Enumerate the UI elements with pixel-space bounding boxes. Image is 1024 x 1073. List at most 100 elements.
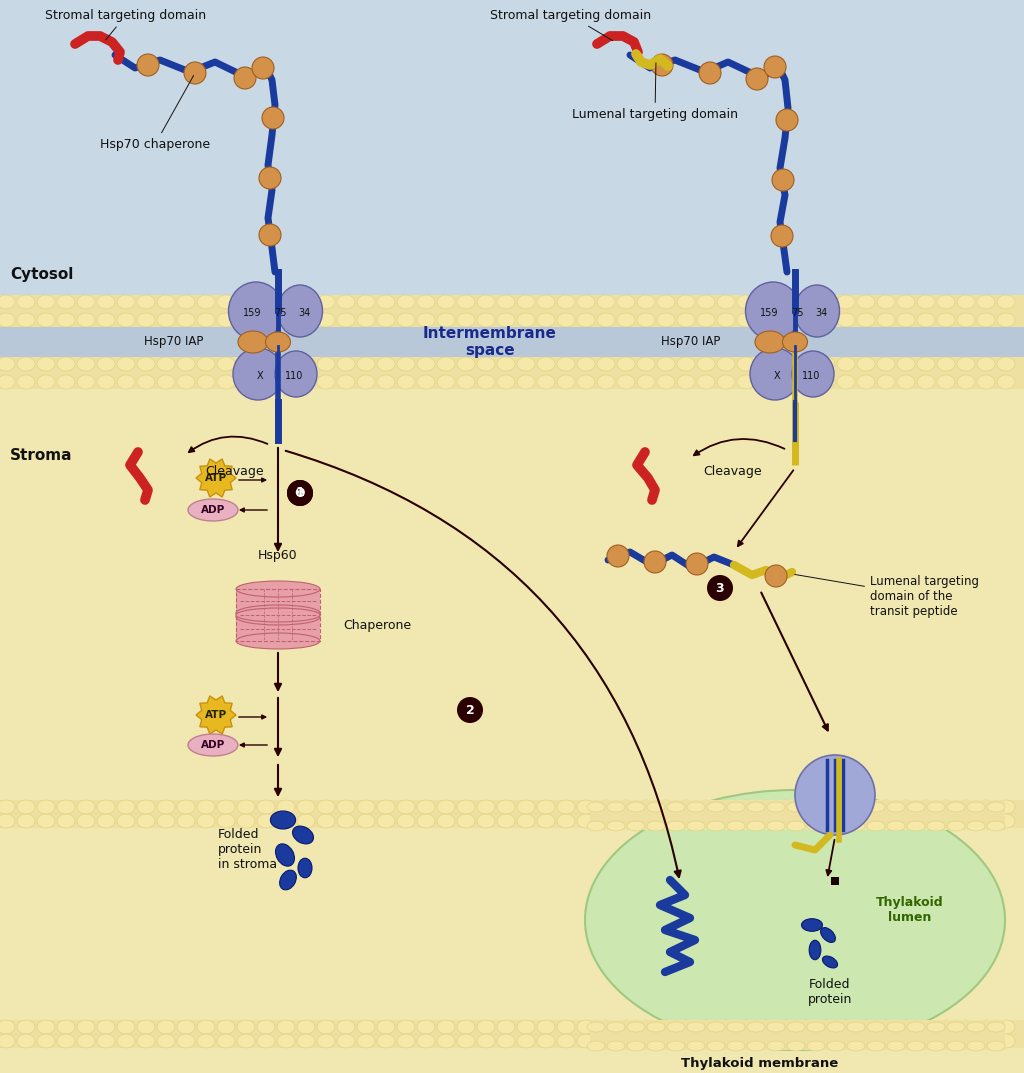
Ellipse shape	[817, 374, 835, 389]
Ellipse shape	[907, 821, 925, 831]
Ellipse shape	[237, 374, 255, 389]
Ellipse shape	[197, 814, 215, 828]
Ellipse shape	[887, 821, 905, 831]
Ellipse shape	[417, 295, 435, 309]
Ellipse shape	[687, 821, 705, 831]
Ellipse shape	[457, 357, 475, 371]
Ellipse shape	[397, 357, 415, 371]
Ellipse shape	[537, 1020, 555, 1034]
Ellipse shape	[737, 313, 755, 327]
Ellipse shape	[497, 800, 515, 814]
Circle shape	[184, 62, 206, 84]
Ellipse shape	[77, 357, 95, 371]
Ellipse shape	[997, 1034, 1015, 1048]
Ellipse shape	[927, 1021, 945, 1032]
Ellipse shape	[757, 313, 775, 327]
Ellipse shape	[557, 295, 575, 309]
Ellipse shape	[497, 313, 515, 327]
Ellipse shape	[857, 800, 874, 814]
Ellipse shape	[977, 800, 995, 814]
Ellipse shape	[977, 814, 995, 828]
Ellipse shape	[907, 802, 925, 812]
Ellipse shape	[637, 800, 655, 814]
Ellipse shape	[967, 821, 985, 831]
Ellipse shape	[357, 313, 375, 327]
Ellipse shape	[918, 295, 935, 309]
Ellipse shape	[357, 800, 375, 814]
Circle shape	[607, 545, 629, 567]
Ellipse shape	[417, 800, 435, 814]
Ellipse shape	[278, 800, 295, 814]
Ellipse shape	[17, 1020, 35, 1034]
Ellipse shape	[537, 313, 555, 327]
Ellipse shape	[887, 1041, 905, 1050]
Ellipse shape	[278, 285, 323, 337]
Ellipse shape	[657, 313, 675, 327]
Ellipse shape	[977, 1034, 995, 1048]
Ellipse shape	[236, 605, 319, 621]
Ellipse shape	[817, 313, 835, 327]
Ellipse shape	[807, 802, 825, 812]
Ellipse shape	[597, 814, 615, 828]
Ellipse shape	[807, 821, 825, 831]
Ellipse shape	[657, 800, 675, 814]
Ellipse shape	[677, 800, 695, 814]
Ellipse shape	[137, 800, 155, 814]
Ellipse shape	[877, 814, 895, 828]
Ellipse shape	[937, 313, 955, 327]
Ellipse shape	[757, 357, 775, 371]
Ellipse shape	[727, 821, 745, 831]
Ellipse shape	[278, 1034, 295, 1048]
Ellipse shape	[297, 374, 315, 389]
Ellipse shape	[137, 357, 155, 371]
Circle shape	[686, 553, 708, 575]
Ellipse shape	[907, 1041, 925, 1050]
Ellipse shape	[37, 313, 55, 327]
Ellipse shape	[787, 802, 805, 812]
Text: Hsp70 IAP: Hsp70 IAP	[660, 336, 720, 349]
Ellipse shape	[677, 1020, 695, 1034]
Ellipse shape	[977, 313, 995, 327]
Ellipse shape	[967, 1021, 985, 1032]
Text: 75: 75	[791, 308, 803, 318]
Ellipse shape	[787, 1021, 805, 1032]
Ellipse shape	[687, 802, 705, 812]
Ellipse shape	[337, 800, 355, 814]
Ellipse shape	[755, 330, 785, 353]
Ellipse shape	[777, 800, 795, 814]
Ellipse shape	[357, 1034, 375, 1048]
Ellipse shape	[777, 313, 795, 327]
Ellipse shape	[97, 357, 115, 371]
Ellipse shape	[717, 1020, 735, 1034]
Ellipse shape	[707, 802, 725, 812]
Ellipse shape	[877, 295, 895, 309]
Ellipse shape	[867, 1021, 885, 1032]
Ellipse shape	[737, 1034, 755, 1048]
Text: Lumenal targeting domain: Lumenal targeting domain	[572, 63, 738, 121]
Ellipse shape	[517, 800, 535, 814]
Ellipse shape	[0, 1020, 15, 1034]
Ellipse shape	[877, 1034, 895, 1048]
Ellipse shape	[937, 357, 955, 371]
Ellipse shape	[707, 821, 725, 831]
Text: 34: 34	[815, 308, 827, 318]
Ellipse shape	[157, 814, 175, 828]
Ellipse shape	[857, 374, 874, 389]
Ellipse shape	[377, 1034, 395, 1048]
Ellipse shape	[437, 313, 455, 327]
Ellipse shape	[477, 313, 495, 327]
Ellipse shape	[937, 374, 955, 389]
Ellipse shape	[417, 1020, 435, 1034]
Ellipse shape	[117, 1020, 135, 1034]
Ellipse shape	[897, 295, 915, 309]
Ellipse shape	[397, 1020, 415, 1034]
Ellipse shape	[337, 357, 355, 371]
Text: X: X	[774, 371, 780, 381]
Text: Hsp70 chaperone: Hsp70 chaperone	[100, 75, 210, 151]
Ellipse shape	[877, 357, 895, 371]
Ellipse shape	[217, 814, 234, 828]
Ellipse shape	[557, 357, 575, 371]
Ellipse shape	[897, 374, 915, 389]
Ellipse shape	[177, 814, 195, 828]
Ellipse shape	[557, 800, 575, 814]
